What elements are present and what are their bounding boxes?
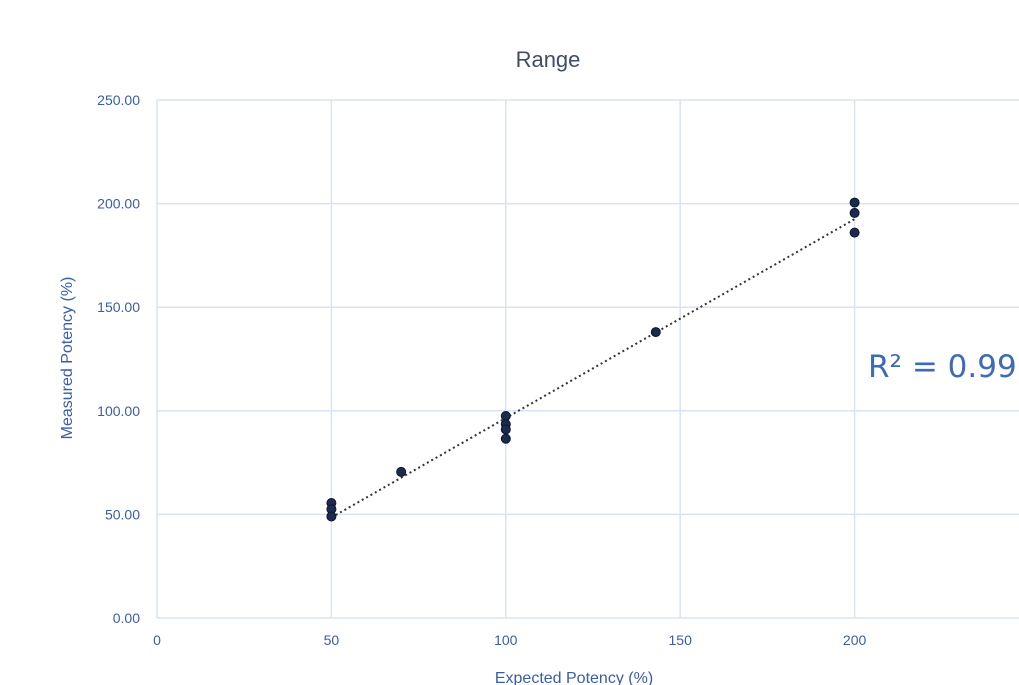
x-tick-label: 0 <box>153 632 161 648</box>
data-point <box>396 466 407 477</box>
gridlines <box>156 99 1019 619</box>
x-tick-label: 200 <box>843 632 867 648</box>
r-squared-annotation: R² = 0.99 <box>868 349 1017 385</box>
y-tick-label: 200.00 <box>97 196 140 212</box>
x-axis-ticks: 0501001502002 <box>153 632 867 648</box>
data-point <box>500 433 511 444</box>
x-tick-label: 50 <box>324 632 340 648</box>
y-tick-label: 100.00 <box>97 403 140 419</box>
y-axis-ticks: 0.00 50.00 100.00 150.00 200.00 250.00 <box>97 92 140 626</box>
data-point <box>849 207 860 218</box>
y-tick-label: 150.00 <box>97 299 140 315</box>
data-point <box>500 410 511 421</box>
data-point <box>849 197 860 208</box>
y-tick-label: 50.00 <box>105 506 140 522</box>
data-point <box>500 424 511 435</box>
trendline <box>330 218 856 519</box>
x-tick-label: 150 <box>669 632 693 648</box>
x-tick-label: 100 <box>494 632 518 648</box>
data-point <box>326 511 337 522</box>
y-tick-label: 0.00 <box>113 610 140 626</box>
data-point <box>650 327 661 338</box>
chart-title: Range <box>516 47 581 72</box>
y-axis-label: Measured Potency (%) <box>59 277 76 440</box>
data-points <box>326 197 860 522</box>
y-tick-label: 250.00 <box>97 92 140 108</box>
data-point <box>849 227 860 238</box>
x-axis-label: Expected Potency (%) <box>495 670 653 685</box>
